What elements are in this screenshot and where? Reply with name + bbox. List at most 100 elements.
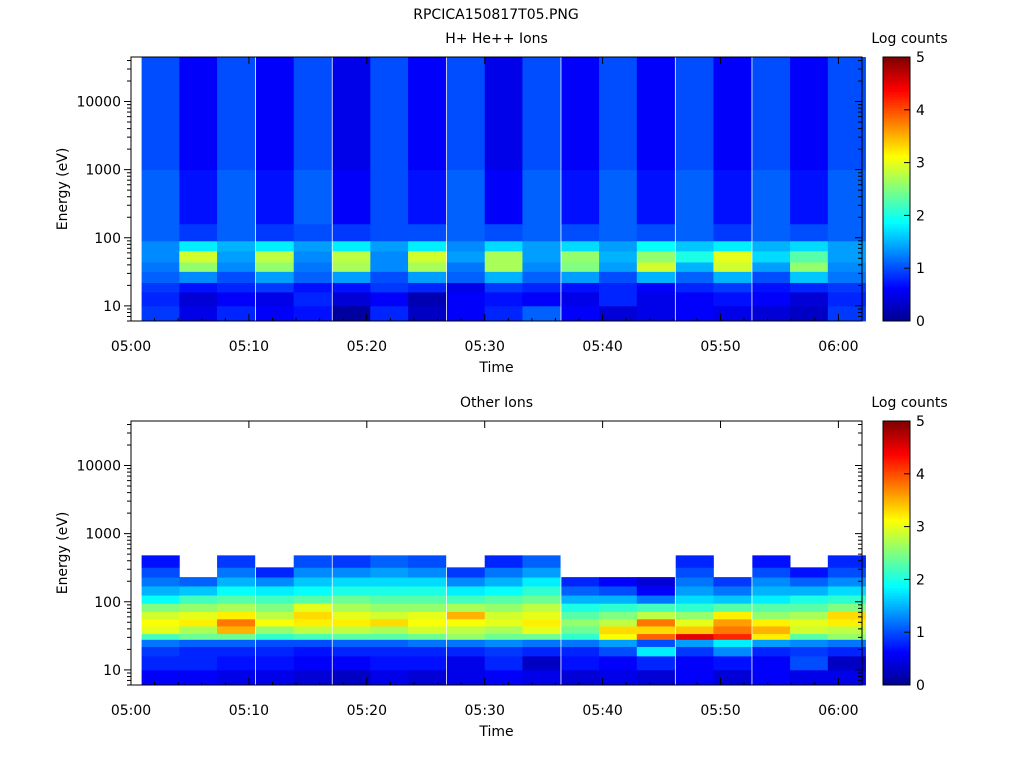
- heatmap-cell: [370, 586, 409, 596]
- heatmap-cell: [217, 626, 256, 635]
- colorbar-segment: [883, 648, 910, 652]
- heatmap-cell: [370, 250, 409, 263]
- heatmap-cell: [255, 626, 295, 635]
- colorbar-segment: [883, 518, 910, 522]
- heatmap-cell: [675, 618, 714, 627]
- heatmap-cell: [179, 626, 218, 635]
- heatmap-cell: [599, 305, 638, 322]
- heatmap-cell: [217, 646, 256, 657]
- heatmap-cell: [522, 655, 561, 671]
- heatmap-cell: [599, 595, 638, 604]
- heatmap-cell: [790, 305, 829, 322]
- colorbar-segment: [883, 476, 910, 480]
- colorbar-segment: [883, 560, 910, 565]
- colorbar-segment: [883, 101, 910, 106]
- colorbar-segment: [883, 463, 910, 467]
- colorbar-segment: [883, 566, 910, 570]
- colorbar-segment: [883, 442, 910, 446]
- x-tick-label: 05:10: [229, 339, 269, 355]
- heatmap-cell: [790, 618, 829, 627]
- heatmap-cell: [255, 577, 295, 587]
- heatmap-cell: [713, 618, 752, 627]
- heatmap-cell: [446, 282, 486, 293]
- colorbar-segment: [883, 574, 910, 578]
- heatmap-cell: [408, 611, 447, 620]
- heatmap-cell: [408, 595, 447, 604]
- colorbar-segment: [883, 241, 910, 245]
- heatmap-cell: [332, 669, 371, 686]
- colorbar-segment: [883, 576, 910, 580]
- colorbar: 0 1 2 3 4 5 Log counts: [871, 395, 947, 694]
- heatmap-cell: [790, 577, 829, 587]
- colorbar-segment: [883, 96, 910, 100]
- colorbar-segment: [883, 315, 910, 319]
- heatmap-cell: [446, 655, 486, 671]
- heatmap-cell: [599, 282, 638, 293]
- colorbar-segment: [883, 479, 910, 483]
- heatmap-cell: [293, 240, 332, 252]
- heatmap-cell: [599, 669, 638, 686]
- heatmap-cell: [675, 282, 714, 293]
- colorbar-segment: [883, 218, 910, 222]
- colorbar-segment: [883, 299, 910, 304]
- colorbar-segment: [883, 120, 910, 124]
- heatmap-cell: [370, 555, 409, 568]
- heatmap-cell: [332, 305, 371, 322]
- heatmap-cell: [141, 262, 180, 272]
- colorbar-segment: [883, 444, 910, 448]
- heatmap-cell: [332, 586, 371, 596]
- colorbar-segment: [883, 537, 910, 541]
- colorbar-tick-label: 0: [916, 314, 925, 330]
- heatmap-cell: [522, 567, 561, 578]
- heatmap-cell: [713, 250, 752, 263]
- heatmap-cell: [217, 169, 256, 225]
- heatmap-cell: [675, 262, 714, 272]
- heatmap-cell: [827, 586, 866, 596]
- colorbar-segment: [883, 563, 910, 567]
- heatmap-cell: [332, 626, 371, 635]
- heatmap-cell: [522, 169, 561, 225]
- heatmap-cell: [217, 282, 256, 293]
- heatmap-cell: [255, 250, 295, 263]
- heatmap-cell: [293, 567, 332, 578]
- heatmap-cell: [752, 250, 791, 263]
- heatmap-cell: [141, 655, 180, 671]
- heatmap-cell: [599, 611, 638, 620]
- x-tick-label: 06:00: [818, 703, 858, 719]
- colorbar-segment: [883, 83, 910, 87]
- heatmap-cell: [599, 57, 638, 171]
- heatmap-cell: [522, 271, 561, 283]
- colorbar-segment: [883, 236, 910, 240]
- heatmap-cell: [370, 603, 409, 612]
- heatmap-cell: [561, 577, 600, 587]
- heatmap-cell: [179, 586, 218, 596]
- heatmap-cell: [827, 555, 866, 568]
- heatmap-cell: [827, 577, 866, 587]
- heatmap-cell: [332, 639, 371, 647]
- colorbar-segment: [883, 159, 910, 164]
- colorbar-segment: [883, 109, 910, 113]
- colorbar-segment: [883, 64, 910, 69]
- heatmap-cell: [713, 223, 752, 242]
- heatmap-cell: [446, 595, 486, 604]
- heatmap-cell: [599, 223, 638, 242]
- colorbar-segment: [883, 138, 910, 142]
- heatmap-cell: [675, 669, 714, 686]
- heatmap-cell: [408, 250, 447, 263]
- heatmap-cell: [332, 262, 371, 272]
- colorbar-segment: [883, 88, 910, 92]
- heatmap-cell: [752, 626, 791, 635]
- heatmap-cell: [293, 577, 332, 587]
- colorbar-segment: [883, 204, 910, 208]
- heatmap-cell: [599, 169, 638, 225]
- colorbar-segment: [883, 239, 910, 243]
- heatmap-cell: [561, 223, 600, 242]
- colorbar-segment: [883, 671, 910, 675]
- colorbar-segment: [883, 252, 910, 256]
- heatmap-cell: [561, 669, 600, 686]
- heatmap-cell: [255, 240, 295, 252]
- heatmap-cell: [599, 626, 638, 635]
- panel-title: H+ He++ Ions: [445, 31, 548, 47]
- heatmap-cell: [332, 57, 371, 171]
- heatmap-cell: [408, 577, 447, 587]
